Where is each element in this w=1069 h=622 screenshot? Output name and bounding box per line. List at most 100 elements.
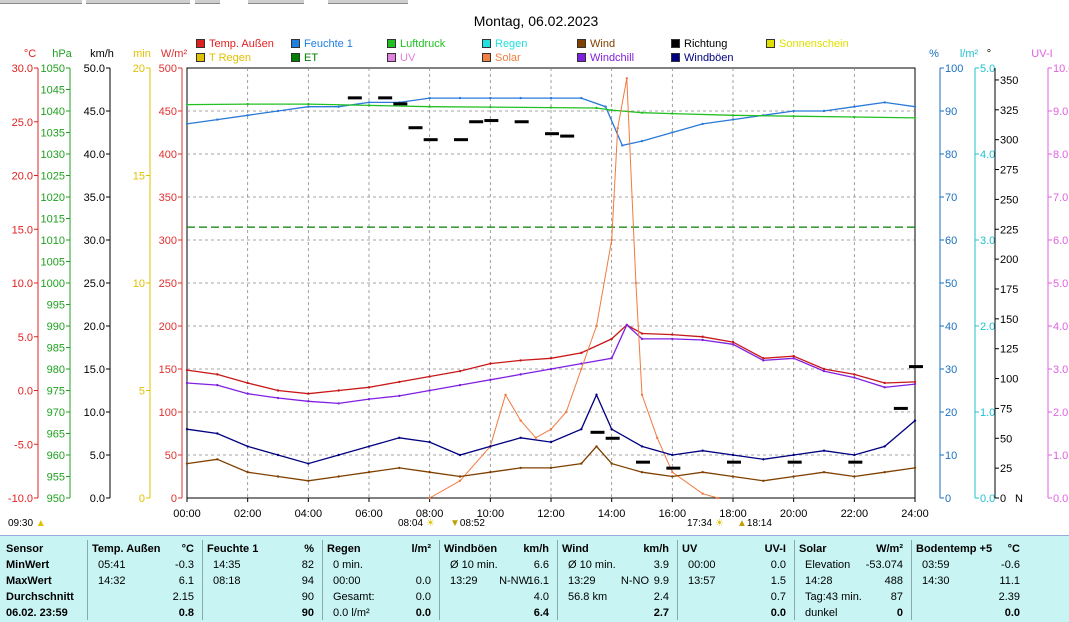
series-point-wind (913, 466, 917, 470)
series-point-temp-au-en (853, 373, 856, 376)
x-tick-label: 18:00 (719, 508, 747, 520)
series-point-windb-en (185, 428, 189, 431)
tab-4[interactable] (248, 0, 304, 4)
tab-1[interactable] (0, 0, 82, 4)
axis-tick-label: 20.0 (84, 321, 105, 333)
series-point-temp-au-en (428, 375, 431, 378)
series-point-luftdruck (640, 111, 644, 114)
series-point-feuchte-1 (489, 96, 492, 100)
axis-tick-label: 175 (1000, 284, 1018, 296)
panel-col-temp-au-en: Temp. Außen °C 05:41 -0.3 14:32 6.1 2.15 0.8 (87, 536, 200, 622)
series-point-temp-au-en (883, 381, 886, 385)
axis-unit: °C (24, 48, 36, 60)
panel-cell: 0.0 (1004, 607, 1020, 619)
panel-cell: km/h (643, 543, 669, 555)
series-point-windchill (731, 343, 735, 346)
panel-cell: 11.1 (999, 575, 1020, 587)
tab-5[interactable] (328, 0, 408, 4)
panel-separator (87, 540, 88, 620)
panel-cell: 2.39 (998, 591, 1020, 603)
panel-cell: 488 (884, 575, 903, 587)
series-point-wind (519, 466, 522, 470)
tab-2[interactable] (86, 0, 190, 4)
axis-tick-label: 150 (1000, 314, 1018, 326)
series-point-feuchte-1 (337, 105, 340, 108)
legend-item: Sonnenschein (766, 38, 849, 50)
legend-swatch (482, 53, 491, 62)
series-point-windchill (792, 357, 795, 360)
panel-cell: Ø 10 min. (450, 559, 498, 571)
axis-tick-label: 10 (945, 450, 957, 462)
series-point-solar (458, 479, 462, 482)
legend-swatch (671, 53, 680, 62)
panel-cell: 94 (301, 575, 314, 587)
series-point-wind (595, 445, 598, 448)
axis-tick-label: 1015 (41, 214, 65, 226)
panel-cell: 0.7 (770, 591, 786, 603)
series-point-temp-au-en (913, 380, 917, 384)
axis-tick-label: 5.0 (1053, 278, 1068, 290)
marker-sunset2: ▲18:14 (737, 518, 772, 529)
panel-separator (439, 540, 440, 620)
series-point-richtung (666, 466, 681, 470)
axis-tick-label: 30.0 (12, 63, 33, 75)
series-point-feuchte-1 (822, 109, 826, 113)
series-point-richtung (787, 460, 802, 464)
series-point-luftdruck (671, 112, 674, 115)
series-point-wind (549, 466, 553, 470)
legend-item: Windchill (577, 52, 634, 64)
axis-tick-label: 300 (159, 235, 177, 247)
series-point-wind (853, 475, 856, 478)
axis-tick-label: 10.0 (12, 278, 33, 290)
axis-unit: UV-I (1031, 48, 1052, 60)
series-point-solar (519, 419, 522, 422)
series-line-wind (186, 445, 916, 482)
panel-cell: N-NO (620, 575, 649, 587)
marker-sunrise: 08:04 ☀ (398, 518, 435, 529)
chart-title: Montag, 06.02.2023 (474, 13, 599, 29)
axis-tick-label: 50 (945, 278, 957, 290)
panel-cell: 08:18 (213, 575, 241, 587)
series-point-solar (616, 127, 619, 130)
axis-tick-label: 1025 (41, 171, 65, 183)
axis-tick-label: 1010 (41, 235, 65, 247)
legend-swatch (577, 53, 586, 62)
legend-label: Solar (495, 52, 521, 64)
axis-tick-label: 325 (1000, 105, 1018, 117)
row-label-max: MaxWert (6, 575, 52, 587)
panel-cell: 6.1 (178, 575, 194, 587)
marker-left: 09:30 ▲ (8, 518, 46, 529)
series-point-solar (655, 436, 659, 439)
series-point-temp-au-en (216, 373, 219, 376)
panel-cell: 0 (896, 607, 903, 619)
axis-tick-label: 5.0 (18, 332, 33, 344)
axis-tick-label: 15.0 (84, 364, 105, 376)
tab-3[interactable] (195, 0, 220, 4)
axis-tick-label: 350 (1000, 75, 1018, 87)
panel-cell: 82 (301, 559, 314, 571)
axis-tick-label: 80 (945, 149, 957, 161)
series-point-richtung (347, 96, 362, 100)
legend-item: T Regen (196, 52, 251, 64)
series-point-solar (701, 492, 704, 495)
axis-unit: l/m² (960, 48, 979, 60)
axis-tick-label: 5 (139, 386, 145, 398)
series-point-wind (246, 471, 249, 474)
series-point-windb-en (822, 449, 826, 452)
panel-cell: Gesamt: (333, 591, 375, 603)
series-point-windchill (307, 400, 310, 403)
series-point-richtung (469, 120, 484, 124)
axis-tick-label: 955 (47, 472, 65, 484)
legend-swatch (671, 39, 680, 48)
series-point-solar (634, 281, 638, 285)
series-point-wind (428, 471, 431, 474)
series-point-windchill (185, 381, 189, 385)
legend-swatch (577, 39, 586, 48)
series-point-feuchte-1 (731, 118, 735, 121)
axis-tick-label: 50.0 (84, 63, 105, 75)
panel-cell: 0.0 (415, 591, 431, 603)
series-point-feuchte-1 (246, 114, 249, 117)
axis-tick-label: 960 (47, 450, 65, 462)
series-point-windb-en (216, 432, 219, 435)
legend-swatch (291, 53, 300, 62)
